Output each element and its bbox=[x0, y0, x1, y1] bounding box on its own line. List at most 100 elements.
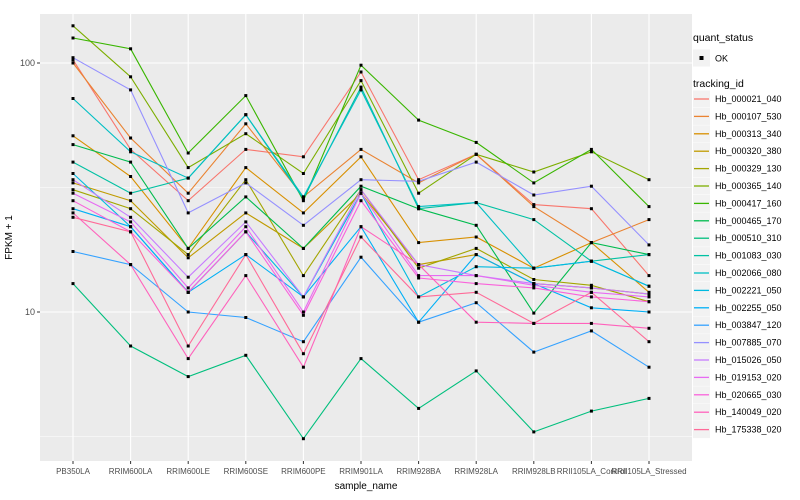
data-point bbox=[532, 181, 536, 185]
data-point bbox=[417, 274, 421, 278]
legend-title-tracking-id: tracking_id bbox=[693, 78, 744, 90]
data-point bbox=[244, 113, 248, 117]
data-point bbox=[474, 201, 478, 205]
data-point bbox=[589, 147, 593, 151]
legend-label-Hb_000313_340: Hb_000313_340 bbox=[715, 129, 782, 139]
legend-label-Hb_002255_050: Hb_002255_050 bbox=[715, 303, 782, 313]
data-point bbox=[589, 283, 593, 287]
data-point bbox=[417, 263, 421, 267]
data-point bbox=[647, 300, 651, 304]
data-point bbox=[71, 56, 75, 60]
data-point bbox=[589, 241, 593, 245]
data-point bbox=[186, 246, 190, 250]
data-point bbox=[359, 70, 363, 74]
data-point bbox=[301, 313, 305, 317]
data-point bbox=[301, 246, 305, 250]
x-tick-label: PB350LA bbox=[56, 467, 90, 476]
data-point bbox=[359, 88, 363, 92]
data-point bbox=[71, 181, 75, 185]
data-point bbox=[129, 150, 133, 154]
data-point bbox=[417, 266, 421, 270]
data-point bbox=[71, 188, 75, 192]
x-tick-label: RRII105LA_Stressed bbox=[611, 467, 686, 476]
y-tick-label: 10 bbox=[25, 307, 35, 317]
data-point bbox=[301, 295, 305, 299]
data-point bbox=[532, 278, 536, 281]
x-tick-label: RRIM600LA bbox=[109, 467, 153, 476]
data-point bbox=[359, 188, 363, 192]
data-point bbox=[129, 230, 133, 234]
data-point bbox=[71, 178, 75, 182]
data-point bbox=[589, 306, 593, 310]
data-point bbox=[589, 207, 593, 211]
data-point bbox=[647, 274, 651, 278]
data-point bbox=[71, 250, 75, 253]
data-point bbox=[244, 181, 248, 185]
data-point bbox=[647, 290, 651, 294]
data-point bbox=[474, 140, 478, 144]
legend-label-Hb_019153_020: Hb_019153_020 bbox=[715, 372, 782, 382]
data-point bbox=[474, 253, 478, 257]
data-point bbox=[647, 292, 651, 296]
data-point bbox=[474, 265, 478, 269]
data-point bbox=[129, 88, 133, 92]
legend-label-Hb_000365_140: Hb_000365_140 bbox=[715, 181, 782, 191]
x-tick-label: RRIM928LA bbox=[454, 467, 498, 476]
data-point bbox=[129, 215, 133, 219]
data-point bbox=[647, 243, 651, 247]
data-point bbox=[244, 178, 248, 182]
data-point bbox=[647, 396, 651, 400]
legend-label-Hb_000417_160: Hb_000417_160 bbox=[715, 198, 782, 208]
data-point bbox=[474, 246, 478, 250]
legend-label-Hb_002066_080: Hb_002066_080 bbox=[715, 268, 782, 278]
data-point bbox=[244, 132, 248, 136]
data-point bbox=[244, 353, 248, 357]
data-point bbox=[129, 75, 133, 79]
data-point bbox=[301, 199, 305, 203]
data-point bbox=[129, 225, 133, 229]
data-point bbox=[417, 205, 421, 209]
legend-label-ok: OK bbox=[715, 54, 728, 64]
data-point bbox=[186, 256, 190, 260]
data-point bbox=[417, 406, 421, 410]
data-point bbox=[129, 175, 133, 178]
legend-label-Hb_000510_310: Hb_000510_310 bbox=[715, 233, 782, 243]
data-point bbox=[474, 282, 478, 286]
data-point bbox=[589, 321, 593, 325]
ok-point-icon bbox=[699, 56, 704, 60]
x-tick-label: RRIM928LB bbox=[512, 467, 556, 476]
data-point bbox=[186, 357, 190, 361]
data-point bbox=[647, 310, 651, 314]
legend-label-Hb_007885_070: Hb_007885_070 bbox=[715, 338, 782, 348]
data-point bbox=[589, 259, 593, 263]
data-point bbox=[417, 295, 421, 299]
x-tick-label: RRII105LA_Control bbox=[557, 467, 627, 476]
data-point bbox=[532, 203, 536, 207]
data-point bbox=[186, 310, 190, 314]
data-point bbox=[186, 151, 190, 155]
legend-label-Hb_000329_130: Hb_000329_130 bbox=[715, 164, 782, 174]
data-point bbox=[359, 235, 363, 239]
data-point bbox=[474, 160, 478, 164]
data-point bbox=[244, 122, 248, 126]
data-point bbox=[417, 207, 421, 211]
data-point bbox=[186, 166, 190, 170]
data-point bbox=[129, 47, 133, 51]
data-point bbox=[186, 211, 190, 215]
data-point bbox=[244, 166, 248, 170]
legend-label-Hb_000320_380: Hb_000320_380 bbox=[715, 146, 782, 156]
data-point bbox=[301, 195, 305, 199]
data-point bbox=[474, 274, 478, 278]
data-point bbox=[244, 211, 248, 215]
data-point bbox=[532, 205, 536, 209]
data-point bbox=[589, 329, 593, 333]
data-point bbox=[71, 134, 75, 138]
data-point bbox=[301, 365, 305, 369]
data-point bbox=[129, 191, 133, 195]
legend-label-Hb_003847_120: Hb_003847_120 bbox=[715, 320, 782, 330]
data-point bbox=[186, 275, 190, 279]
data-point bbox=[129, 199, 133, 203]
data-point bbox=[647, 326, 651, 330]
